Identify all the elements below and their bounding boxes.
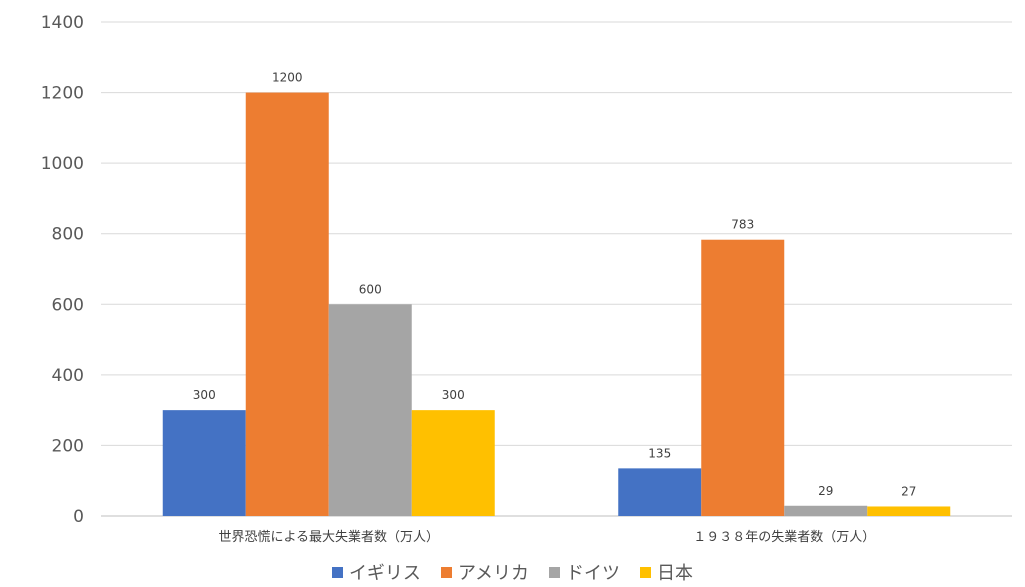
data-label: 29 (818, 484, 833, 498)
data-label: 600 (359, 282, 382, 296)
data-label: 1200 (272, 71, 303, 85)
y-tick-label: 1400 (41, 13, 84, 33)
legend-swatch (640, 566, 652, 578)
legend-item: アメリカ (440, 559, 530, 585)
legend-item: イギリス (331, 559, 421, 585)
legend-item: 日本 (640, 559, 693, 585)
y-tick-label: 800 (52, 225, 84, 245)
legend-swatch (331, 566, 343, 578)
bar (867, 506, 951, 516)
legend-swatch (440, 566, 452, 578)
bar (701, 239, 785, 516)
legend-label: イギリス (348, 563, 421, 584)
data-label: 27 (901, 484, 916, 498)
category-label: 世界恐慌による最大失業者数（万人） (218, 529, 439, 545)
data-label: 135 (648, 446, 671, 460)
y-tick-label: 600 (52, 295, 84, 315)
y-tick-label: 200 (52, 436, 84, 456)
y-tick-label: 1000 (41, 154, 84, 174)
bar (328, 304, 412, 516)
y-tick-label: 0 (73, 507, 84, 527)
y-tick-label: 400 (52, 366, 84, 386)
category-label: １９３８年の失業者数（万人） (693, 529, 875, 545)
bar (411, 410, 495, 516)
data-label: 783 (731, 218, 754, 232)
bar (245, 92, 329, 517)
bar (162, 410, 246, 516)
legend-label: 日本 (657, 563, 694, 584)
y-tick-label: 1200 (41, 84, 84, 104)
bar (618, 468, 702, 516)
bar-chart: 0 200 400 600 800 1000 1200 1400 300 1200 600 300 世界… (41, 13, 1012, 545)
legend: イギリス アメリカ ドイツ 日本 (0, 560, 1025, 584)
legend-label: アメリカ (457, 563, 530, 584)
legend-item: ドイツ (549, 559, 620, 585)
bar (784, 505, 868, 516)
legend-label: ドイツ (566, 563, 621, 584)
data-label: 300 (193, 388, 216, 402)
data-label: 300 (442, 388, 465, 402)
legend-swatch (549, 566, 561, 578)
